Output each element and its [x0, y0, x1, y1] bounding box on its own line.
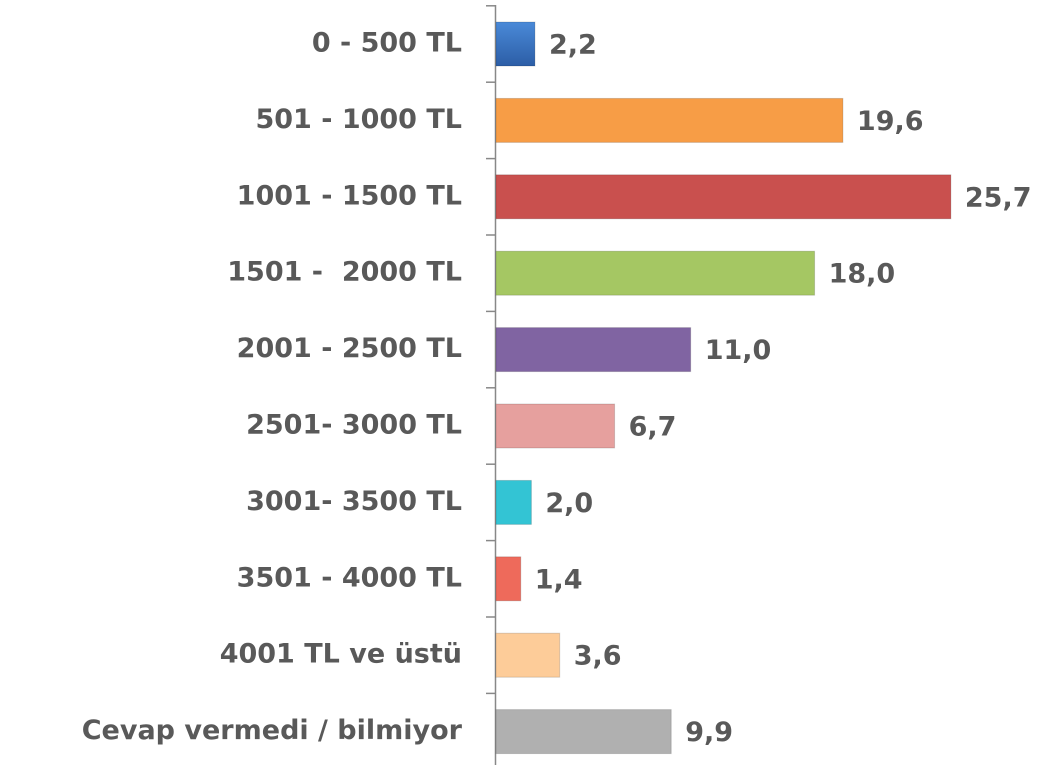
value-label: 11,0: [705, 335, 772, 366]
value-label: 18,0: [829, 259, 896, 290]
bar: [495, 97, 844, 143]
bar: [495, 327, 692, 373]
value-label: 3,6: [574, 641, 622, 672]
value-label: 1,4: [535, 564, 583, 595]
category-label: 501 - 1000 TL: [255, 104, 462, 135]
category-label: Cevap vermedi / bilmiyor: [82, 715, 463, 746]
bar: [495, 174, 952, 220]
category-label: 3001- 3500 TL: [246, 486, 462, 517]
category-label: 3501 - 4000 TL: [237, 562, 462, 593]
bar: [495, 632, 561, 678]
category-label: 1501 - 2000 TL: [227, 257, 462, 288]
category-label: 2001 - 2500 TL: [237, 333, 462, 364]
value-label: 2,0: [545, 488, 593, 519]
bar: [495, 403, 616, 449]
bar: [495, 250, 816, 296]
bar: [495, 479, 532, 525]
category-label: 2501- 3000 TL: [246, 410, 462, 441]
value-label: 25,7: [965, 182, 1032, 213]
value-label: 6,7: [629, 412, 677, 443]
value-label: 19,6: [857, 106, 924, 137]
category-label: 4001 TL ve üstü: [220, 639, 462, 670]
bar: [495, 709, 672, 755]
value-label: 9,9: [685, 717, 733, 748]
value-label: 2,2: [549, 30, 597, 61]
bar: [495, 556, 522, 602]
category-label: 1001 - 1500 TL: [237, 180, 462, 211]
category-label: 0 - 500 TL: [312, 28, 462, 59]
bar: [495, 21, 536, 67]
